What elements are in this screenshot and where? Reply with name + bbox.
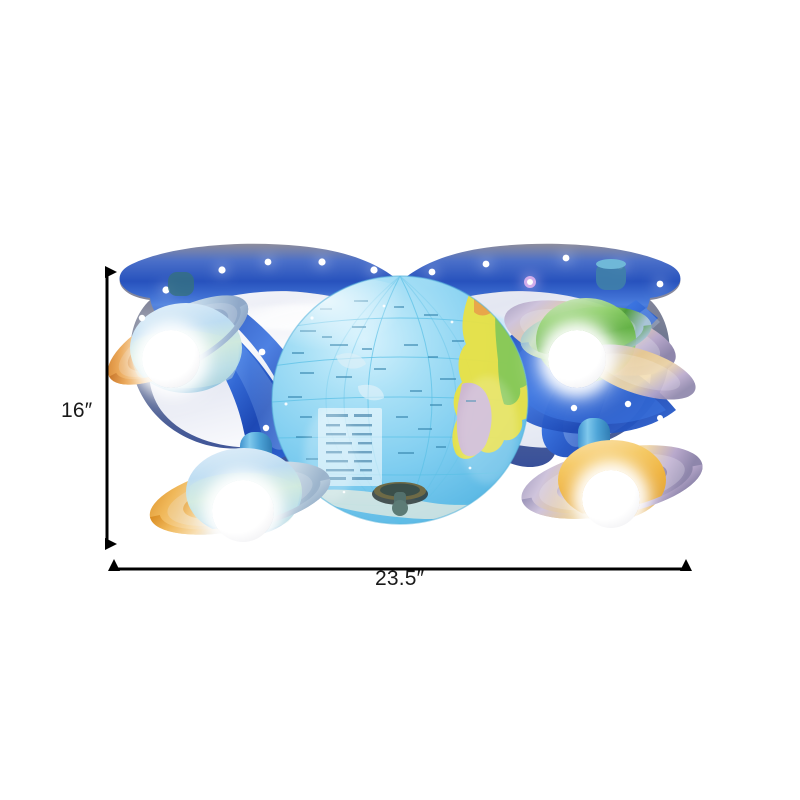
width-dimension-label: 23.5″ — [375, 567, 425, 590]
bulb-bottom-right — [582, 470, 640, 528]
canopy-led-dots — [138, 254, 680, 322]
bulb-bottom-left — [212, 480, 274, 542]
bulb-top-left — [142, 330, 200, 388]
height-dimension-label: 16″ — [61, 399, 93, 422]
canopy-post-left — [168, 272, 194, 296]
height-dimension-arrow — [105, 266, 117, 550]
globe-finial — [372, 482, 428, 516]
canopy-post-right — [596, 259, 626, 290]
width-dimension-arrow — [108, 559, 692, 571]
bulb-top-right — [548, 330, 606, 388]
